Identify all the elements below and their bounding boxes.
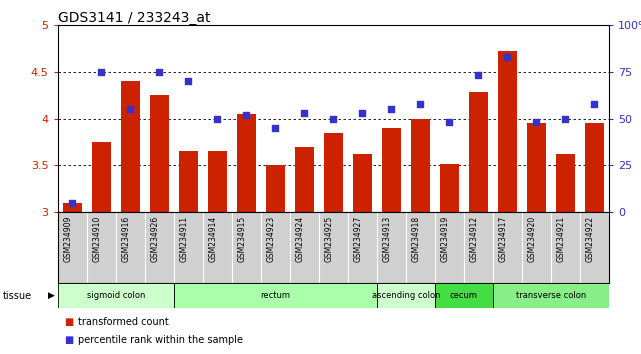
Point: [473, 73, 483, 78]
Point: [387, 106, 397, 112]
Bar: [382, 128, 401, 212]
Bar: [63, 203, 81, 212]
Text: GSM234927: GSM234927: [353, 216, 362, 262]
Text: tissue: tissue: [3, 291, 32, 301]
Text: ascending colon: ascending colon: [372, 291, 440, 300]
Text: GSM234914: GSM234914: [208, 216, 217, 262]
Point: [67, 200, 78, 206]
Text: GSM234917: GSM234917: [499, 216, 508, 262]
Point: [415, 101, 426, 107]
Text: GSM234911: GSM234911: [179, 216, 188, 262]
Point: [589, 101, 599, 107]
Text: GSM234910: GSM234910: [92, 216, 101, 262]
Point: [444, 120, 454, 125]
Text: GSM234926: GSM234926: [150, 216, 159, 262]
Text: sigmoid colon: sigmoid colon: [87, 291, 145, 300]
Point: [328, 116, 338, 121]
Bar: [585, 123, 604, 212]
Text: GSM234912: GSM234912: [469, 216, 478, 262]
Bar: [440, 164, 459, 212]
Bar: [493, 283, 609, 308]
Bar: [377, 283, 435, 308]
Point: [96, 69, 106, 74]
Text: GSM234923: GSM234923: [266, 216, 275, 262]
Text: GSM234919: GSM234919: [440, 216, 449, 262]
Bar: [174, 283, 377, 308]
Text: GSM234916: GSM234916: [121, 216, 130, 262]
Bar: [295, 147, 313, 212]
Bar: [179, 152, 197, 212]
Text: GSM234925: GSM234925: [324, 216, 333, 262]
Text: transformed count: transformed count: [78, 317, 169, 327]
Text: GSM234915: GSM234915: [237, 216, 246, 262]
Bar: [435, 283, 493, 308]
Text: ▶: ▶: [47, 291, 54, 300]
Text: GSM234918: GSM234918: [412, 216, 420, 262]
Text: GSM234913: GSM234913: [382, 216, 392, 262]
Bar: [469, 92, 488, 212]
Bar: [208, 152, 227, 212]
Point: [154, 69, 164, 74]
Bar: [556, 154, 575, 212]
Bar: [411, 119, 429, 212]
Bar: [266, 165, 285, 212]
Point: [531, 120, 542, 125]
Point: [357, 110, 367, 116]
Bar: [121, 81, 140, 212]
Text: GDS3141 / 233243_at: GDS3141 / 233243_at: [58, 11, 210, 25]
Point: [560, 116, 570, 121]
Text: transverse colon: transverse colon: [516, 291, 586, 300]
Text: GSM234920: GSM234920: [528, 216, 537, 262]
Bar: [150, 95, 169, 212]
Text: GSM234924: GSM234924: [296, 216, 304, 262]
Point: [270, 125, 280, 131]
Text: GSM234922: GSM234922: [585, 216, 594, 262]
Point: [183, 78, 194, 84]
Text: ■: ■: [64, 317, 73, 327]
Point: [212, 116, 222, 121]
Bar: [498, 51, 517, 212]
Text: percentile rank within the sample: percentile rank within the sample: [78, 335, 243, 345]
Text: GSM234921: GSM234921: [556, 216, 565, 262]
Bar: [324, 133, 343, 212]
Bar: [58, 283, 174, 308]
Text: cecum: cecum: [450, 291, 478, 300]
Point: [125, 106, 135, 112]
Bar: [237, 114, 256, 212]
Point: [299, 110, 310, 116]
Text: rectum: rectum: [260, 291, 290, 300]
Bar: [527, 123, 546, 212]
Text: ■: ■: [64, 335, 73, 345]
Point: [503, 54, 513, 59]
Bar: [92, 142, 111, 212]
Text: GSM234909: GSM234909: [63, 216, 72, 262]
Point: [241, 112, 251, 118]
Bar: [353, 154, 372, 212]
